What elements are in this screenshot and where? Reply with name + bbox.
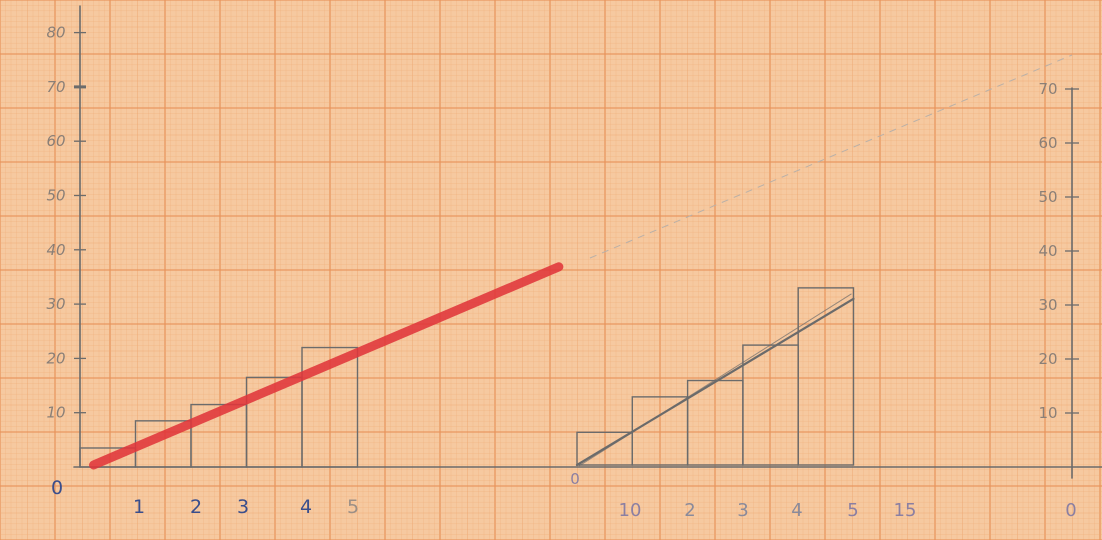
- y-tick-label: 20: [46, 349, 65, 367]
- histogram-bar: [301, 346, 359, 468]
- y-tick-label: 70: [46, 78, 65, 96]
- y-tick-label-right: 10: [1038, 404, 1057, 422]
- y-tick-label-right: 50: [1038, 188, 1057, 206]
- y-tick-label: 60: [46, 132, 65, 150]
- y-tick-label: 80: [46, 24, 65, 42]
- x-tick-label-right: 10: [619, 500, 642, 521]
- y-tick-label-right: 20: [1038, 350, 1057, 368]
- red-trend-line: [89, 262, 564, 470]
- y-tick-label: 40: [46, 241, 65, 259]
- y-tick-label-right: 30: [1038, 296, 1057, 314]
- x-tick-label-right: 0: [570, 470, 580, 488]
- histogram-bar-right: [797, 287, 855, 466]
- y-tick-label-right: 60: [1038, 134, 1057, 152]
- x-tick-label: 4: [300, 496, 312, 518]
- origin-label: 0: [51, 477, 63, 499]
- x-tick-label-right: 4: [791, 500, 802, 521]
- x-tick-label: 1: [133, 496, 145, 518]
- pencil-trend-line-second: [578, 293, 852, 467]
- x-tick-label-right: 5: [847, 500, 858, 521]
- y-tick-label: 10: [46, 404, 65, 422]
- y-tick-label: 30: [46, 295, 65, 313]
- y-tick-label-right: 70: [1038, 80, 1057, 98]
- x-tick-label-right: 15: [894, 500, 917, 521]
- x-tick-label-right: 3: [737, 500, 748, 521]
- y-tick-label-right: 40: [1038, 242, 1057, 260]
- y-tick-label: 50: [46, 187, 65, 205]
- x-tick-label-right: 0: [1065, 500, 1076, 521]
- right-histogram: 10 20 30 40 50 60 70 0 10 2 3 4 5 15 0: [570, 54, 1079, 521]
- faint-dashed-guide: [589, 54, 1073, 259]
- x-tick-label-right: 2: [684, 500, 695, 521]
- x-tick-label: 5: [347, 496, 359, 518]
- pencil-trend-line: [575, 297, 855, 467]
- x-tick-label: 3: [237, 496, 249, 518]
- x-tick-label: 2: [190, 496, 202, 518]
